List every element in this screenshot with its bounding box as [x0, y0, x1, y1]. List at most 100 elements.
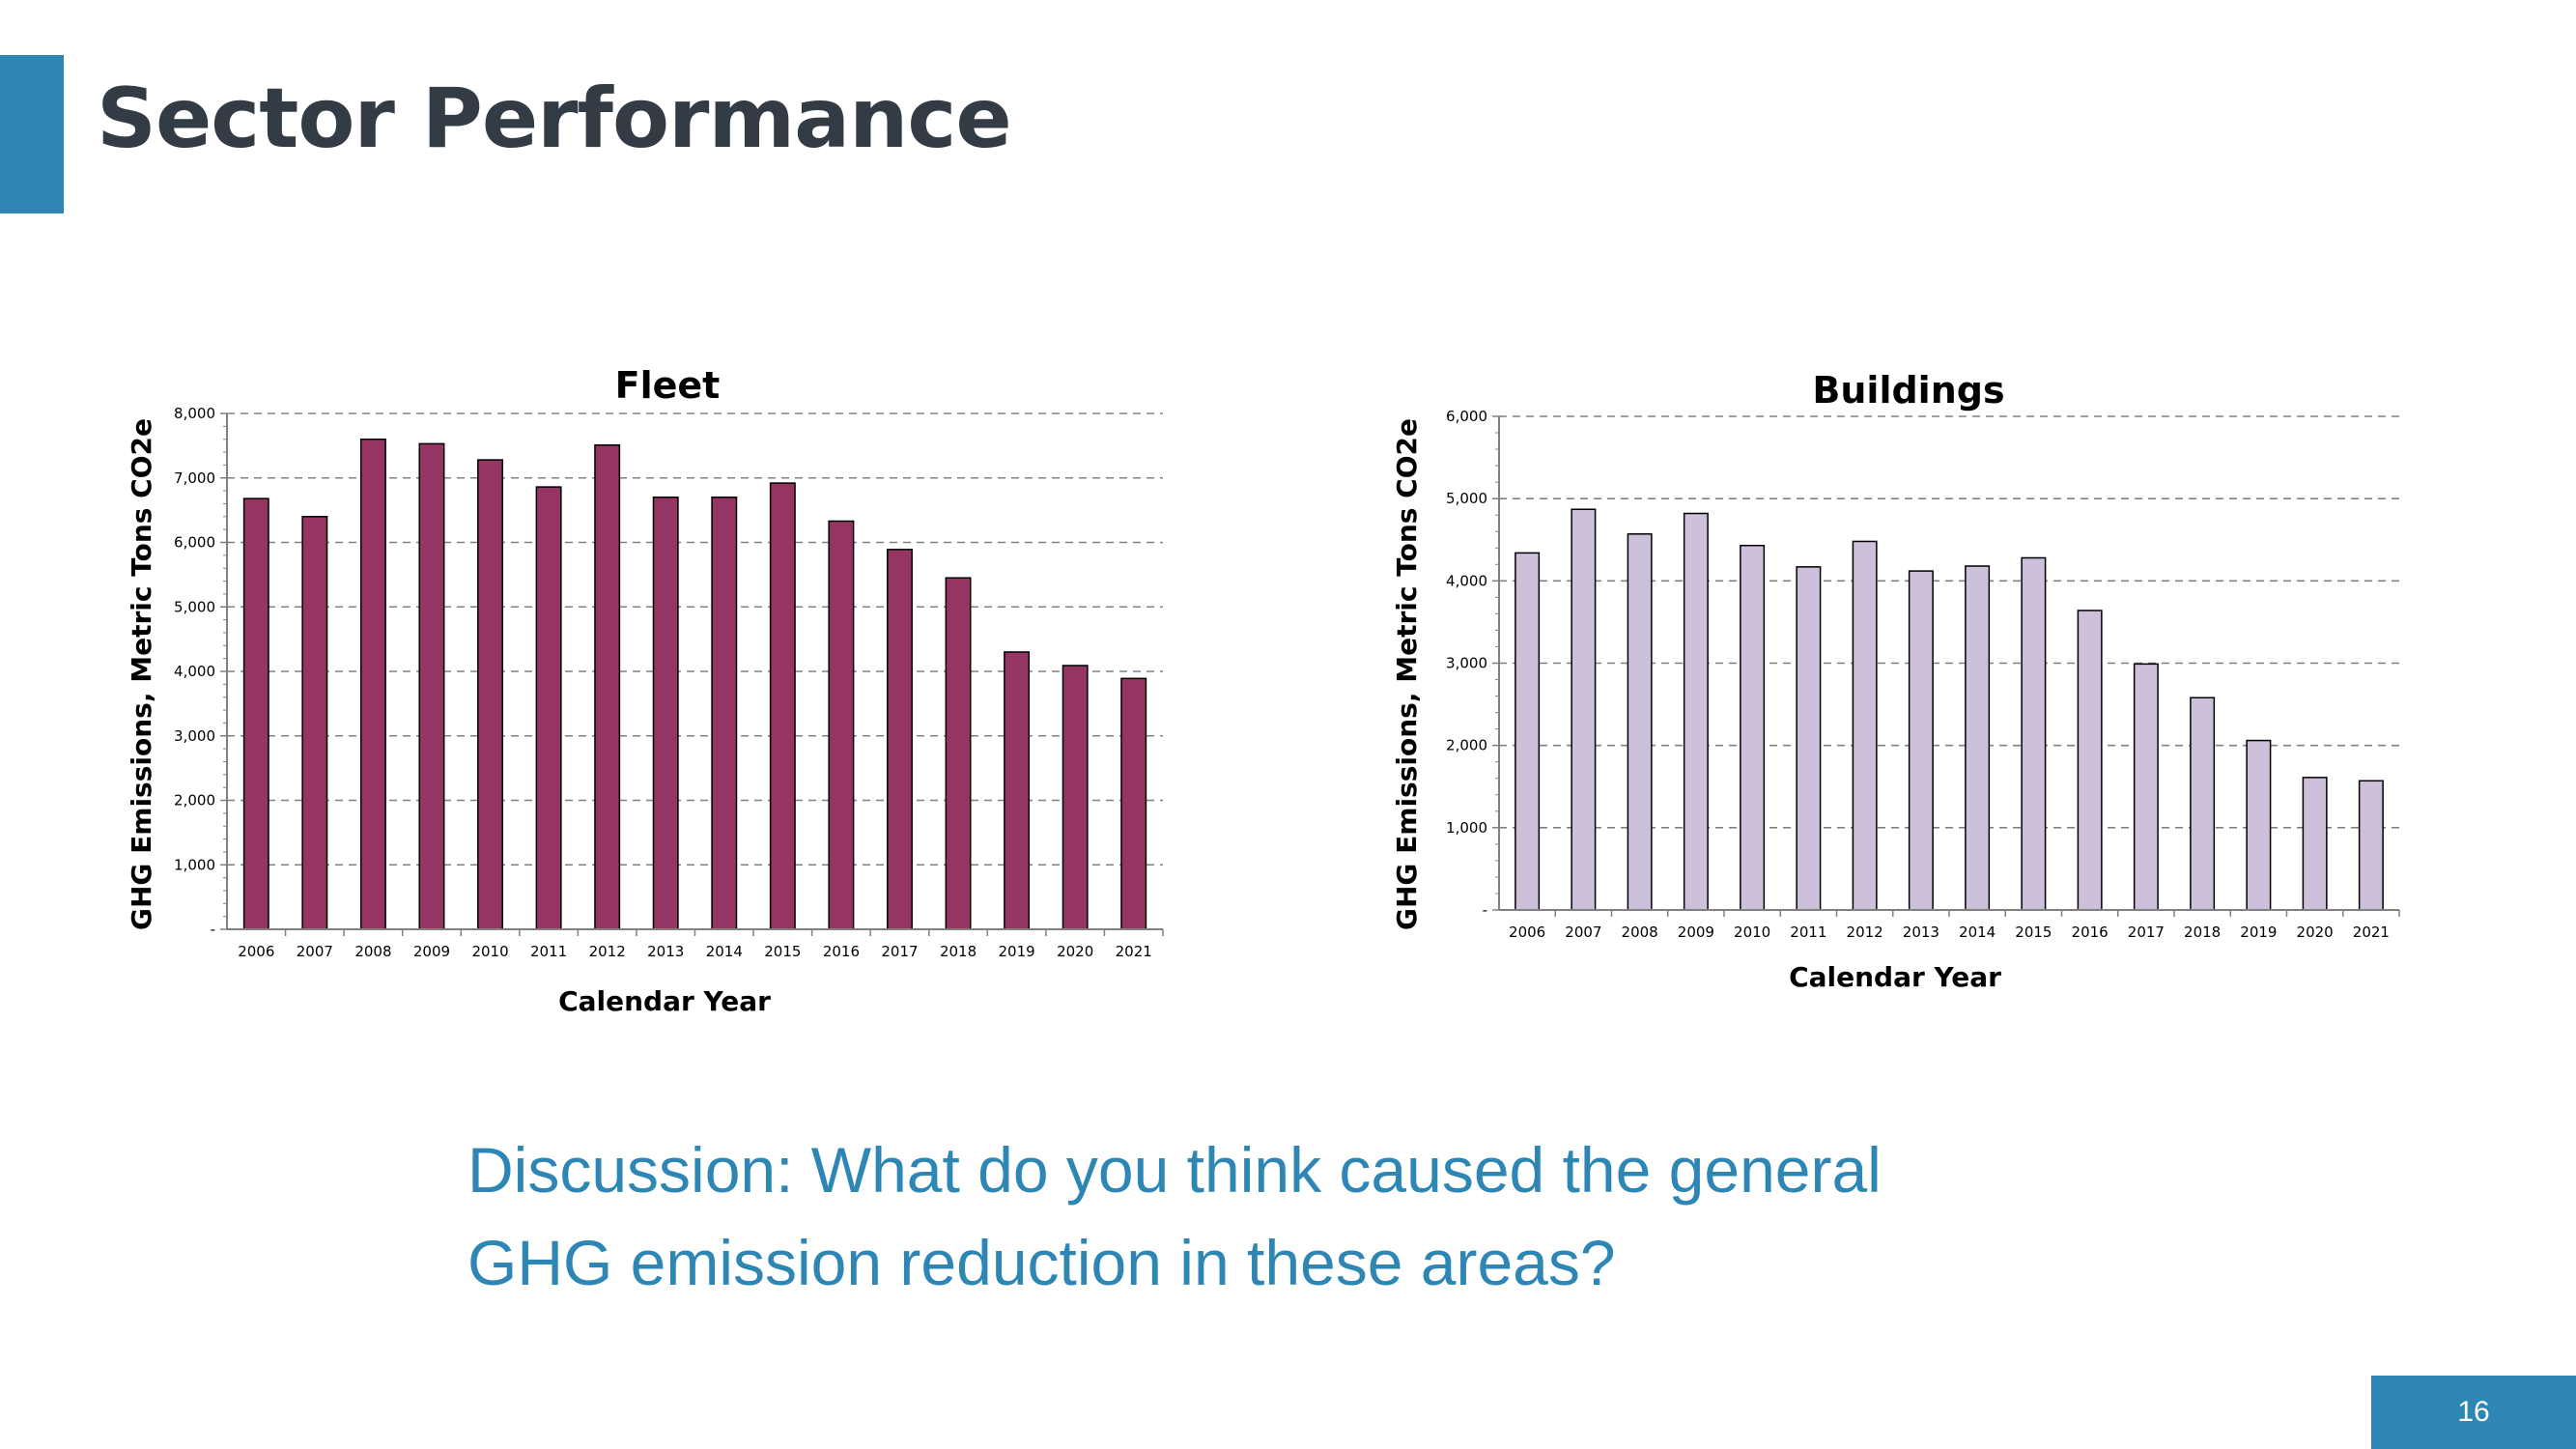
fleet-x-tick-label: 2021	[1116, 943, 1152, 960]
title-accent-bar	[0, 55, 64, 213]
buildings-x-tick-label: 2018	[2184, 923, 2221, 941]
fleet-bar-2010	[477, 459, 503, 930]
buildings-y-axis-label: GHG Emissions, Metric Tons CO2e	[1391, 418, 1423, 930]
fleet-x-ticks: 2006 2007 2008 2009 2010 2011 2012 2013 2014 2015…	[238, 943, 1152, 960]
fleet-x-tick-label: 2006	[238, 943, 274, 960]
fleet-bar-2008	[359, 438, 386, 930]
buildings-bars	[1514, 508, 2384, 911]
fleet-y-tick-label: 8,000	[174, 405, 215, 422]
buildings-bar-2015	[2021, 556, 2047, 911]
fleet-y-ticks: - 1,000 2,000 3,000 4,000 5,000 6,000 7,000 8,00…	[174, 405, 215, 938]
buildings-bar-2021	[2358, 780, 2384, 911]
fleet-bar-2019	[1004, 651, 1031, 930]
buildings-bar-2010	[1740, 544, 1766, 911]
buildings-y-tick-label: 3,000	[1446, 655, 1487, 672]
buildings-x-tick-label: 2021	[2353, 923, 2390, 941]
buildings-y-tick-label: 1,000	[1446, 819, 1487, 837]
fleet-x-tick-label: 2018	[940, 943, 977, 960]
buildings-bar-2020	[2302, 777, 2328, 911]
buildings-y-tick-label: 6,000	[1446, 408, 1487, 425]
fleet-y-tick-label: 2,000	[174, 792, 215, 810]
buildings-bar-2009	[1683, 512, 1709, 911]
fleet-x-tick-label: 2014	[706, 943, 743, 960]
fleet-x-axis-label: Calendar Year	[558, 985, 771, 1017]
fleet-y-tick-label: 4,000	[174, 663, 215, 680]
buildings-y-tick-label: 5,000	[1446, 490, 1487, 507]
buildings-axes	[1492, 415, 2400, 917]
fleet-x-tick-label: 2009	[413, 943, 450, 960]
fleet-bar-2007	[301, 516, 328, 930]
buildings-bar-2011	[1796, 566, 1822, 911]
fleet-bar-2006	[242, 497, 269, 930]
fleet-y-tick-label: 3,000	[174, 727, 215, 745]
buildings-y-tick-label: 2,000	[1446, 737, 1487, 754]
buildings-x-ticks: 2006 2007 2008 2009 2010 2011 2012 2013 2014 2015…	[1509, 923, 2390, 941]
buildings-x-tick-label: 2009	[1678, 923, 1714, 941]
buildings-x-tick-label: 2019	[2240, 923, 2277, 941]
fleet-x-tick-label: 2007	[297, 943, 333, 960]
buildings-bar-2017	[2133, 663, 2159, 911]
buildings-x-tick-label: 2020	[2297, 923, 2334, 941]
buildings-x-tick-label: 2012	[1847, 923, 1883, 941]
buildings-x-tick-label: 2007	[1565, 923, 1601, 941]
buildings-bar-2012	[1852, 540, 1878, 911]
buildings-bar-2019	[2246, 739, 2272, 911]
discussion-line-2: GHG emission reduction in these areas?	[467, 1227, 1616, 1298]
buildings-y-tick-label: -	[1483, 901, 1487, 919]
fleet-bar-2013	[652, 497, 679, 930]
buildings-bar-2018	[2190, 696, 2216, 911]
buildings-bar-2013	[1908, 570, 1934, 911]
buildings-y-ticks: - 1,000 2,000 3,000 4,000 5,000 6,000	[1446, 408, 1487, 919]
fleet-x-tick-label: 2012	[589, 943, 626, 960]
fleet-x-tick-label: 2008	[354, 943, 391, 960]
buildings-x-tick-label: 2016	[2072, 923, 2109, 941]
fleet-y-axis-label: GHG Emissions, Metric Tons CO2e	[126, 418, 157, 930]
fleet-x-tick-label: 2015	[764, 943, 801, 960]
fleet-bar-2011	[535, 486, 562, 930]
fleet-x-tick-label: 2020	[1057, 943, 1093, 960]
buildings-x-tick-label: 2010	[1734, 923, 1770, 941]
fleet-y-tick-label: 6,000	[174, 534, 215, 552]
buildings-x-tick-label: 2014	[1959, 923, 1996, 941]
fleet-y-tick-label: 7,000	[174, 469, 215, 487]
discussion-question: Discussion: What do you think caused the…	[467, 1123, 2109, 1309]
buildings-x-tick-label: 2017	[2128, 923, 2165, 941]
page-number-box: 16	[2371, 1376, 2576, 1449]
discussion-line-1: Discussion: What do you think caused the…	[467, 1134, 1882, 1206]
buildings-chart-title: Buildings	[1812, 369, 2004, 412]
buildings-x-tick-label: 2013	[1903, 923, 1939, 941]
fleet-bar-2018	[945, 577, 972, 930]
fleet-chart-title: Fleet	[615, 364, 721, 407]
buildings-x-tick-label: 2011	[1790, 923, 1826, 941]
buildings-y-tick-label: 4,000	[1446, 572, 1487, 589]
buildings-x-axis-label: Calendar Year	[1789, 961, 2001, 993]
fleet-x-tick-label: 2016	[823, 943, 860, 960]
buildings-x-tick-label: 2015	[2015, 923, 2052, 941]
buildings-chart: - 1,000 2,000 3,000 4,000 5,000 6,000 2006 2007…	[1391, 369, 2400, 993]
fleet-axes	[220, 412, 1164, 936]
slide-title: Sector Performance	[97, 71, 1012, 167]
fleet-bar-2015	[769, 482, 796, 930]
fleet-y-tick-label: 5,000	[174, 598, 215, 615]
fleet-chart: - 1,000 2,000 3,000 4,000 5,000 6,000 7,000 8,00…	[126, 364, 1164, 1017]
fleet-bar-2014	[711, 497, 738, 930]
fleet-x-tick-label: 2010	[471, 943, 508, 960]
page-number: 16	[2457, 1396, 2490, 1428]
buildings-bar-2014	[1965, 565, 1991, 911]
fleet-bar-2017	[887, 549, 913, 930]
fleet-x-tick-label: 2017	[881, 943, 918, 960]
fleet-bar-2021	[1120, 677, 1147, 930]
fleet-x-tick-label: 2019	[999, 943, 1035, 960]
fleet-bar-2012	[594, 443, 621, 930]
fleet-bar-2020	[1062, 665, 1089, 930]
fleet-y-tick-label: -	[211, 921, 215, 938]
fleet-y-tick-label: 1,000	[174, 856, 215, 873]
fleet-x-tick-label: 2011	[530, 943, 567, 960]
fleet-x-tick-label: 2013	[647, 943, 684, 960]
buildings-x-tick-label: 2006	[1509, 923, 1545, 941]
fleet-bar-2009	[418, 442, 445, 930]
buildings-bar-2008	[1627, 533, 1653, 911]
buildings-bar-2007	[1571, 508, 1597, 911]
fleet-bars	[242, 438, 1147, 930]
fleet-bar-2016	[828, 520, 855, 930]
